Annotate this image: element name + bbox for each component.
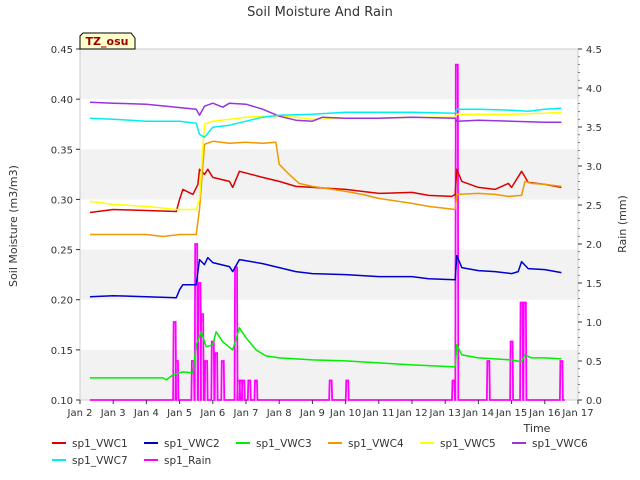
legend: sp1_VWC1 sp1_VWC2 sp1_VWC3 sp1_VWC4 sp1_VWC5…: [52, 438, 588, 467]
y2-tick-label: 2.5: [586, 201, 602, 212]
x-tick-label: Jan 5: [166, 408, 192, 419]
x-tick-label: Jan 10: [329, 408, 361, 419]
y-tick-label: 0.20: [51, 296, 73, 307]
y-tick-label: 0.40: [51, 95, 73, 106]
y-tick-label: 0.45: [51, 45, 73, 56]
rain-series: [89, 63, 565, 401]
chart-title: Soil Moisture And Rain: [247, 5, 393, 20]
y2-tick-label: 4.5: [586, 45, 602, 56]
series-line-sp1-vwc4: [90, 140, 562, 238]
grid-band: [80, 99, 578, 150]
axes: 0.10 0.15 0.20 0.25 0.30 0.35 0.40 0.45 0.0 0.5 1.…: [51, 45, 602, 419]
y-axis-label: Soil Moisture (m3/m3): [7, 165, 20, 287]
legend-label: sp1_Rain: [164, 455, 211, 467]
y2-axis-label: Rain (mm): [616, 195, 629, 253]
grid-band: [80, 299, 578, 350]
x-tick-label: Jan 6: [199, 408, 225, 419]
y2-tick-label: 2.0: [586, 240, 602, 251]
legend-label: sp1_VWC6: [532, 438, 588, 450]
x-tick-label: Jan 14: [462, 408, 494, 419]
y2-tick-label: 0.5: [586, 357, 602, 368]
x-tick-label: Jan 15: [495, 408, 527, 419]
y2-tick-label: 3.0: [586, 162, 602, 173]
moisture-series: [89, 101, 562, 381]
series-line-sp1-vwc7: [89, 107, 562, 139]
y-tick-label: 0.15: [51, 346, 73, 357]
site-badge-label: TZ_osu: [86, 35, 129, 48]
y2-tick-label: 1.5: [586, 279, 602, 290]
grid-band: [80, 49, 578, 100]
x-tick-label: Jan 17: [561, 408, 593, 419]
legend-label: sp1_VWC5: [440, 438, 496, 450]
y-tick-label: 0.35: [51, 145, 73, 156]
legend-label: sp1_VWC7: [72, 455, 128, 467]
y2-tick-label: 3.5: [586, 123, 602, 134]
y2-tick-label: 1.0: [586, 318, 602, 329]
x-tick-label: Jan 8: [266, 408, 292, 419]
y2-tick-label: 4.0: [586, 84, 602, 95]
x-tick-label: Jan 16: [528, 408, 560, 419]
series-line-sp1-rain: [89, 63, 565, 401]
x-tick-label: Jan 2: [67, 408, 93, 419]
series-line-sp1-vwc3: [90, 327, 562, 381]
x-tick-label: Jan 12: [395, 408, 427, 419]
x-tick-label: Jan 4: [133, 408, 159, 419]
grid-bands: [80, 49, 578, 400]
series-line-sp1-vwc1: [89, 168, 562, 214]
x-axis-label: Time: [523, 422, 551, 435]
series-line-sp1-vwc2: [89, 254, 562, 299]
legend-label: sp1_VWC1: [72, 438, 128, 450]
x-tick-label: Jan 3: [100, 408, 126, 419]
legend-label: sp1_VWC2: [164, 438, 220, 450]
grid-band: [80, 149, 578, 200]
legend-label: sp1_VWC4: [348, 438, 404, 450]
legend-label: sp1_VWC3: [256, 438, 312, 450]
series-line-sp1-vwc6: [89, 101, 562, 123]
y-tick-label: 0.30: [51, 195, 73, 206]
x-tick-label: Jan 11: [362, 408, 394, 419]
x-tick-label: Jan 7: [233, 408, 259, 419]
x-tick-label: Jan 13: [429, 408, 461, 419]
y2-tick-label: 0.0: [586, 396, 602, 407]
y-tick-label: 0.25: [51, 246, 73, 257]
x-tick-label: Jan 9: [299, 408, 325, 419]
site-badge: TZ_osu: [79, 32, 136, 50]
y-tick-label: 0.10: [51, 396, 73, 407]
